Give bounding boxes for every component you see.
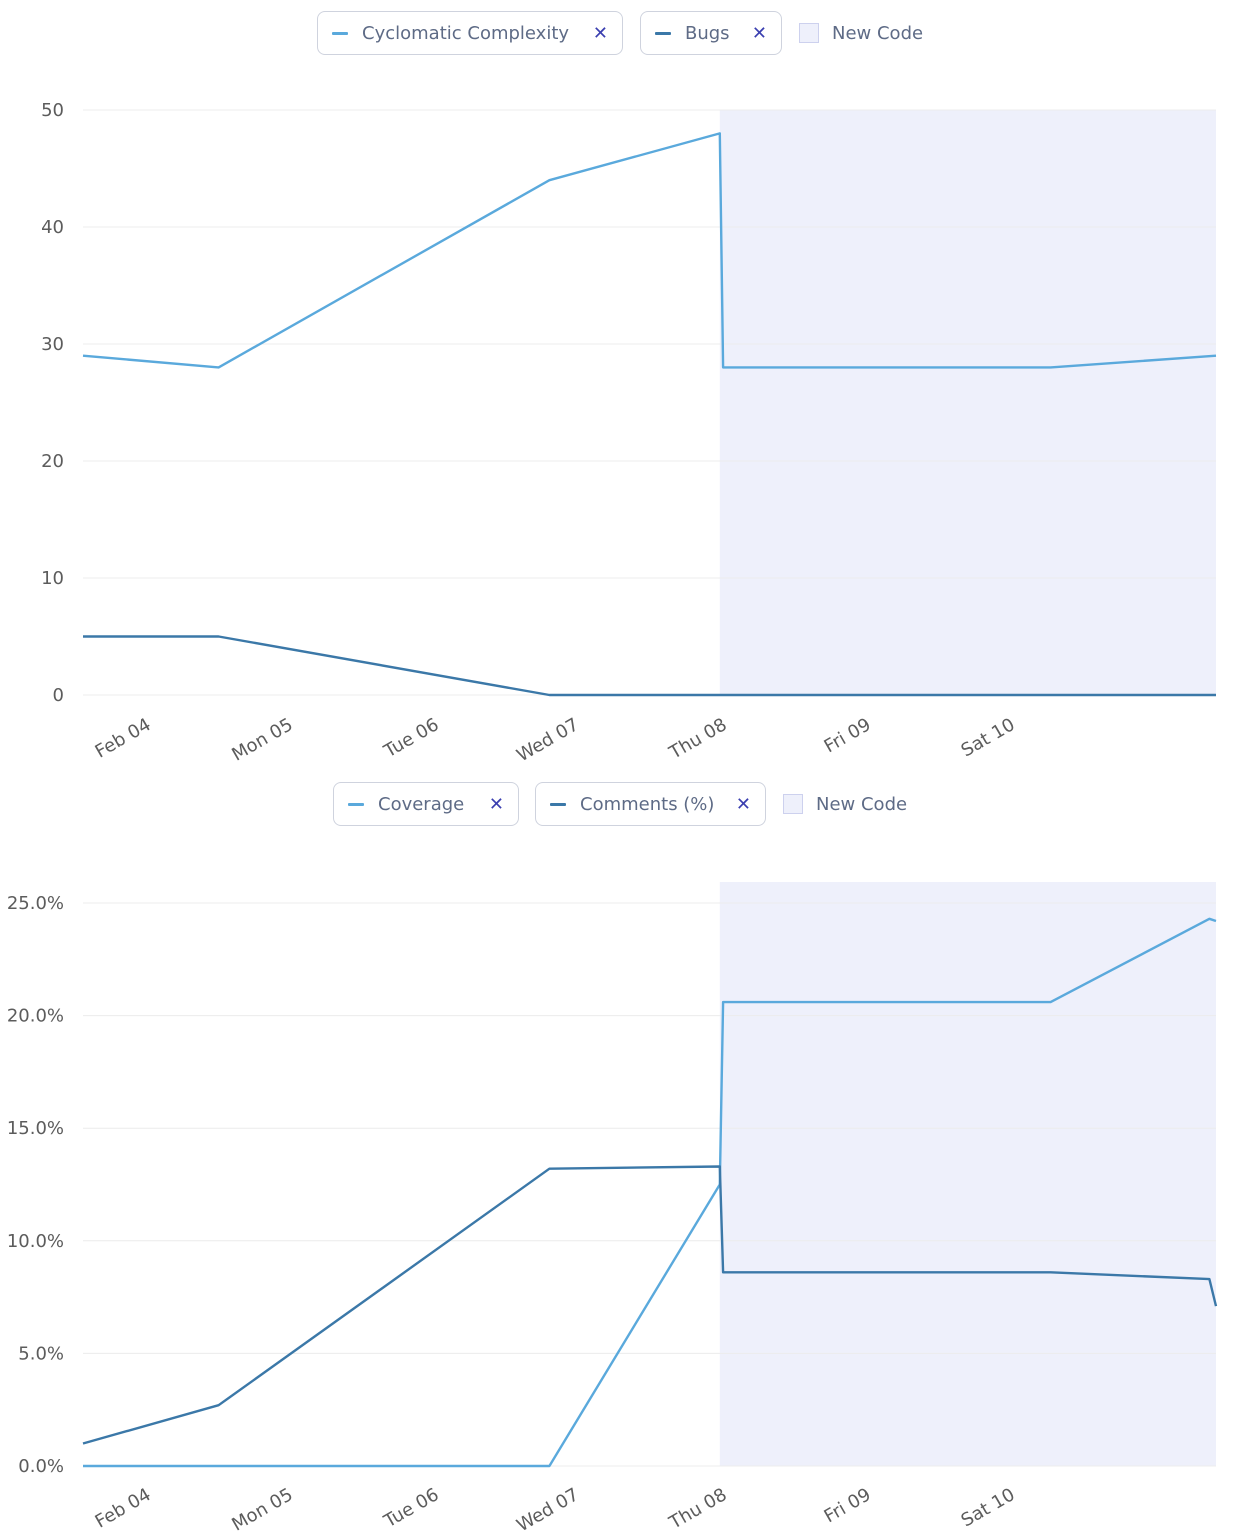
new-code-region	[719, 110, 1216, 695]
y-tick-label: 20	[41, 451, 64, 472]
close-icon[interactable]: ✕	[488, 793, 504, 815]
x-tick-label: Feb 04	[92, 1484, 155, 1532]
new-code-region	[719, 882, 1216, 1466]
y-tick-label: 0.0%	[18, 1456, 64, 1477]
legend-new-code: New Code	[783, 782, 907, 826]
close-icon[interactable]: ✕	[735, 793, 751, 815]
legend-label: Cyclomatic Complexity	[362, 22, 570, 44]
legend-label: Coverage	[378, 793, 465, 815]
series-swatch-icon	[550, 802, 566, 806]
y-tick-label: 15.0%	[7, 1118, 64, 1139]
y-tick-label: 25.0%	[7, 893, 64, 914]
series-swatch-icon	[655, 31, 671, 35]
x-tick-label: Thu 08	[665, 714, 730, 764]
x-tick-label: Tue 06	[380, 1484, 443, 1532]
x-tick-label: Sat 10	[958, 1484, 1019, 1531]
legend-item-comments[interactable]: Comments (%) ✕	[535, 782, 766, 826]
series-line-0	[82, 132, 1217, 369]
new-code-swatch-icon	[783, 794, 803, 814]
x-tick-label: Fri 09	[821, 714, 875, 757]
x-tick-label: Wed 07	[513, 1484, 582, 1535]
chart2-legend: Coverage ✕ Comments (%) ✕ New Code	[0, 782, 1233, 828]
chart1-plot: 0 10 20 30 40 50 Feb 04 Mon 05 Tue 06 Wed 07 Thu 0…	[41, 100, 1217, 766]
x-tick-label: Feb 04	[92, 714, 155, 762]
close-icon[interactable]: ✕	[751, 22, 767, 44]
close-icon[interactable]: ✕	[592, 22, 608, 44]
y-tick-label: 0	[53, 685, 64, 706]
legend-new-code: New Code	[799, 11, 923, 55]
chart1-legend: Cyclomatic Complexity ✕ Bugs ✕ New Code	[0, 11, 1233, 57]
legend-item-bugs[interactable]: Bugs ✕	[640, 11, 782, 55]
legend-label: Comments (%)	[580, 793, 715, 815]
y-tick-label: 10.0%	[7, 1231, 64, 1252]
series-line-0	[83, 917, 1217, 1468]
series-line-1	[83, 635, 1216, 697]
chart2-plot: 0.0% 5.0% 10.0% 15.0% 20.0% 25.0% Feb 04 Mon 05…	[7, 882, 1218, 1535]
new-code-swatch-icon	[799, 23, 819, 43]
series-line-1	[82, 1165, 1218, 1445]
series-swatch-icon	[332, 31, 348, 35]
legend-item-coverage[interactable]: Coverage ✕	[333, 782, 519, 826]
y-tick-label: 20.0%	[7, 1006, 64, 1027]
legend-label: Bugs	[685, 22, 730, 44]
x-tick-label: Wed 07	[513, 714, 582, 766]
y-tick-label: 10	[41, 568, 64, 589]
series-swatch-icon	[348, 802, 364, 806]
y-tick-label: 5.0%	[18, 1343, 64, 1364]
x-tick-label: Thu 08	[665, 1484, 730, 1534]
legend-item-cyclomatic-complexity[interactable]: Cyclomatic Complexity ✕	[317, 11, 623, 55]
x-tick-label: Tue 06	[380, 714, 443, 762]
y-tick-label: 40	[41, 217, 64, 238]
new-code-label: New Code	[832, 22, 924, 44]
y-tick-label: 50	[41, 100, 64, 121]
y-tick-label: 30	[41, 334, 64, 355]
x-tick-label: Mon 05	[228, 1484, 296, 1535]
x-tick-label: Fri 09	[821, 1484, 875, 1527]
x-tick-label: Sat 10	[958, 714, 1019, 761]
x-tick-label: Mon 05	[228, 714, 296, 765]
new-code-label: New Code	[816, 793, 908, 815]
